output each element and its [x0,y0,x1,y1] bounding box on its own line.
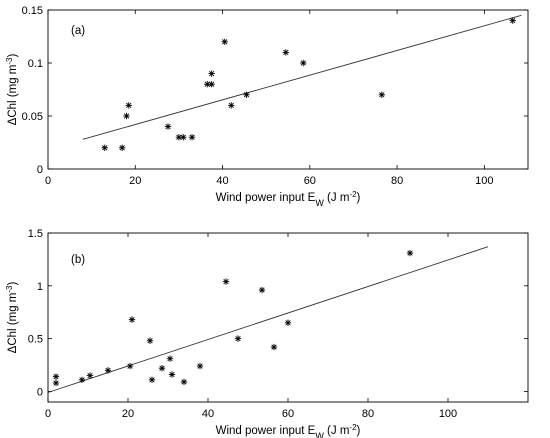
panel-b-x-tick-label: 20 [122,408,134,420]
panel-a-data-point [188,134,196,141]
panel-b-plot-frame [47,232,529,403]
panel-a-data-point [509,17,516,24]
panel-a-data-point [378,91,386,98]
panel-a-x-tick-label: 20 [129,175,141,187]
panel-a-data-point [164,123,172,130]
panel-a-x-tick-label: 0 [45,175,51,187]
panel-b-xlabel-units: (J m [324,425,350,437]
panel-b-label: (b) [71,254,85,266]
panel-a-points [101,17,516,151]
panel-a-xlabel-units: (J m [324,192,350,204]
panel-b-data-point [222,278,230,285]
panel-a-data-point [101,144,108,151]
panel-b-data-point [52,379,60,387]
panel-b-data-point [126,362,134,370]
panel-b-data-point [146,337,154,344]
panel-a-data-point [123,112,130,120]
panel-a-y-tick-label: 0.05 [22,111,43,123]
panel-b-data-point [78,376,86,384]
panel-b-data-point [166,355,174,362]
panel-b-x-tick-label: 0 [45,408,51,420]
panel-a-x-tick-label: 60 [304,175,316,187]
panel-a-x-tick-label: 80 [391,175,403,187]
panel-b-data-point [52,373,60,380]
panel-a-data-point [221,38,228,45]
panel-a-ylabel-main: ΔChl (mg m [7,65,19,126]
panel-a-label: (a) [71,25,85,37]
panel-b-data-point [196,362,204,370]
panel-b-axes: 0 20 40 60 80 100 0 0.5 1 1.5 [28,228,529,420]
panel-a-plot-frame [47,9,529,170]
panel-a-x-tick-label: 40 [216,175,228,187]
panel-b-data-point [104,367,112,374]
panel-a-y-tick-label: 0 [37,164,43,176]
panel-b-data-point [234,335,242,342]
panel-b-points [52,249,414,387]
panel-a-xlabel-sub: W [315,198,324,208]
panel-b-xlabel-main: Wind power input E [216,425,316,437]
panel-a-xlabel-exp: -2 [349,190,357,199]
panel-a-x-tick-label: 100 [475,175,493,187]
panel-b-xlabel-sub: W [315,431,324,438]
panel-b-data-point [406,249,414,257]
panel-b-data-point [158,365,166,372]
panel-a-data-point [228,102,235,109]
panel-a-data-point [208,70,215,77]
panel-a-y-tick-label: 0.1 [28,58,43,70]
panel-a-data-point [180,134,187,141]
panel-b-data-point [128,316,136,323]
panel-b-x-axis-label: Wind power input EW (J m-2) [216,423,361,438]
panel-a-x-axis-label: Wind power input EW (J m-2) [216,190,361,209]
panel-b-y-tick-label: 1.5 [28,228,43,240]
panel-b-y-tick-label: 1 [37,281,43,293]
panel-b-fit-layer [47,246,489,393]
panel-b-data-point [284,319,292,326]
panel-a-xlabel-close: ) [357,192,361,204]
panel-b-y-tick-label: 0.5 [28,334,43,346]
panel-a-xlabel-main: Wind power input E [216,192,316,204]
panel-a-ylabel-exp: -3 [5,57,14,65]
panel-a-data-point [243,91,250,98]
panel-a-data-point [208,81,215,88]
panel-b-x-tick-label: 100 [439,408,457,420]
panel-a-data-point [125,102,132,109]
panel-b-y-axis-label: ΔChl (mg m-3) [5,282,20,354]
panel-b-x-tick-label: 40 [202,408,214,420]
panel-a-fit-layer [82,14,522,140]
panel-b-y-tick-label: 0 [37,386,43,398]
panel-b-data-point [148,376,156,384]
panel-b-xlabel-close: ) [357,425,361,437]
panel-a-data-point [282,49,290,56]
panel-a-data-point [300,59,307,67]
panel-b-data-point [168,371,176,378]
panel-b-data-point [86,372,94,379]
panel-b-x-tick-label: 80 [362,408,374,420]
panel-b-data-point [258,286,266,294]
panel-b-ylabel-exp: -3 [5,285,14,293]
panel-a-y-tick-label: 0.15 [22,5,43,17]
panel-b-fit-line [47,246,489,393]
panel-b-data-point [180,378,188,386]
panel-b-data-point [270,343,278,351]
panel-a-y-axis-label: ΔChl (mg m-3) [5,54,20,126]
panel-a-data-point [118,144,126,151]
panel-b-ylabel-close: ) [7,282,19,286]
panel-a-fit-line [82,14,522,140]
panel-a-axes: 0 20 40 60 80 100 0 0.05 0.1 0.15 [22,5,529,187]
panel-b-ylabel-main: ΔChl (mg m [7,293,19,354]
panel-b-x-tick-label: 60 [282,408,294,420]
panel-a: 0 20 40 60 80 100 0 0.05 0.1 0.15 (a) Wind power … [5,5,529,208]
panel-b-xlabel-exp: -2 [349,423,357,432]
panel-a-ylabel-close: ) [7,54,19,58]
panel-b: 0 20 40 60 80 100 0 0.5 1 1.5 (b) Wind power inpu… [5,228,529,438]
